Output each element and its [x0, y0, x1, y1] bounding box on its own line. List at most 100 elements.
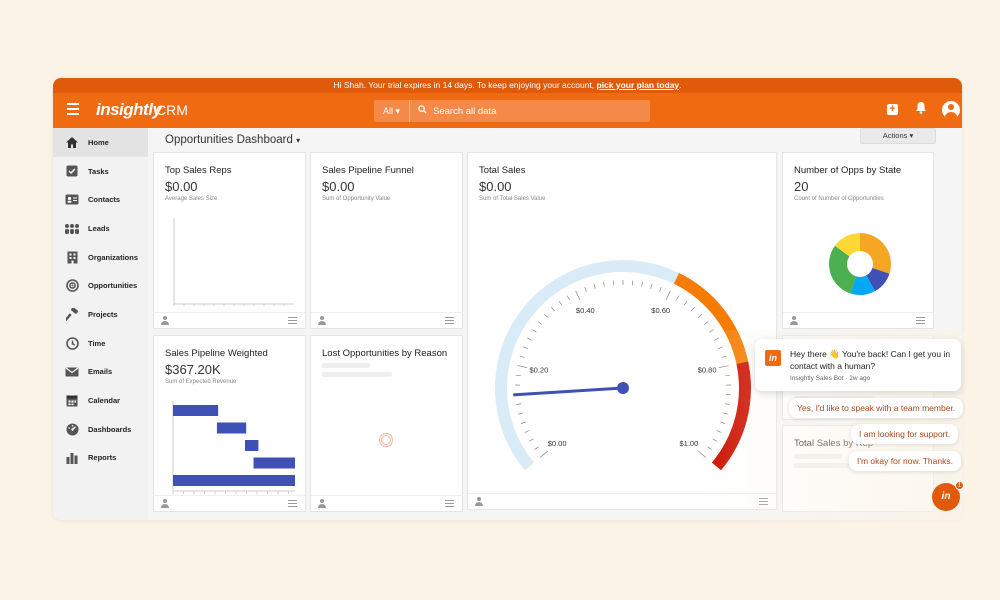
- sidebar-item-reports[interactable]: Reports: [53, 444, 148, 473]
- owner-icon[interactable]: [475, 497, 483, 506]
- chat-reply-option[interactable]: I'm okay for now. Thanks.: [849, 451, 961, 471]
- gauge-tick: [520, 421, 526, 424]
- card-subtitle: Sum of Expected Revenue: [165, 379, 237, 385]
- chat-reply-option[interactable]: I am looking for support.: [851, 424, 959, 444]
- add-new-icon[interactable]: +: [887, 104, 898, 115]
- gauge-tick: [722, 412, 728, 415]
- people-icon: [64, 221, 80, 235]
- gauge-tick: [517, 365, 528, 368]
- dashboard-title-dropdown[interactable]: Opportunities Dashboard ▾: [165, 134, 301, 146]
- sidebar-item-label: Organizations: [88, 252, 139, 262]
- donut-slice: [866, 268, 890, 292]
- menu-icon[interactable]: [67, 103, 79, 117]
- sidebar-item-label: Opportunities: [88, 281, 138, 291]
- owner-icon[interactable]: [790, 316, 798, 325]
- gauge-track-band: [495, 260, 680, 471]
- gauge-tick: [716, 430, 722, 433]
- sidebar-item-emails[interactable]: Emails: [53, 358, 148, 387]
- gauge-needle: [513, 386, 624, 397]
- search-input[interactable]: Search all data: [433, 105, 497, 117]
- sidebar-item-projects[interactable]: Projects: [53, 300, 148, 329]
- owner-icon[interactable]: [318, 499, 326, 508]
- weighted-bar: [244, 440, 259, 451]
- dashboard-icon: [64, 422, 80, 436]
- sidebar-item-time[interactable]: Time: [53, 329, 148, 358]
- global-search[interactable]: All ▾ Search all data: [374, 100, 650, 122]
- sidebar-item-organizations[interactable]: Organizations: [53, 243, 148, 272]
- hammer-icon: [64, 307, 80, 321]
- sidebar-item-label: Calendar: [88, 396, 121, 406]
- sidebar-item-tasks[interactable]: Tasks: [53, 157, 148, 186]
- insightly-logo[interactable]: insightly: [96, 100, 162, 119]
- donut-slice: [850, 275, 875, 295]
- list-view-icon[interactable]: [288, 317, 297, 324]
- gauge-tick: [534, 446, 539, 450]
- card-total-sales[interactable]: Total Sales $0.00 Sum of Total Sales Val…: [467, 152, 777, 510]
- loading-spinner-icon: [379, 433, 393, 447]
- opps-by-state-donut: [829, 233, 891, 295]
- trial-banner-text: Hi Shah. Your trial expires in 14 days. …: [333, 80, 597, 90]
- gauge-tick: [720, 421, 726, 424]
- card-sales-pipeline-funnel[interactable]: Sales Pipeline Funnel $0.00 Sum of Oppor…: [310, 152, 463, 329]
- card-subtitle: Sum of Opportunity Value: [322, 196, 391, 202]
- gauge-tick: [515, 374, 521, 377]
- gauge-tick: [691, 307, 695, 312]
- notifications-bell-icon[interactable]: [915, 101, 927, 117]
- card-footer: [154, 312, 305, 328]
- search-scope-dropdown[interactable]: All ▾: [374, 100, 410, 122]
- gauge-tick: [707, 446, 712, 450]
- actions-button[interactable]: Actions ▾: [860, 128, 936, 144]
- gauge-tick: [665, 290, 671, 301]
- card-top-sales-reps[interactable]: Top Sales Reps $0.00 Average Sales Size: [153, 152, 306, 329]
- list-view-icon[interactable]: [288, 500, 297, 507]
- list-view-icon[interactable]: [445, 317, 454, 324]
- list-view-icon[interactable]: [916, 317, 925, 324]
- sidebar-item-dashboards[interactable]: Dashboards: [53, 415, 148, 444]
- target-icon: [64, 279, 80, 293]
- owner-icon[interactable]: [161, 499, 169, 508]
- weighted-bar: [253, 457, 295, 469]
- chat-message-bubble[interactable]: in Hey there 👋 You're back! Can I get yo…: [755, 339, 961, 391]
- card-lost-opportunities[interactable]: Lost Opportunities by Reason: [310, 335, 463, 512]
- sidebar-item-label: Home: [88, 137, 109, 147]
- sidebar-item-calendar[interactable]: Calendar: [53, 386, 148, 415]
- gauge-tick: [721, 355, 727, 358]
- card-subtitle: Count of Number of Opportunities: [794, 196, 884, 202]
- gauge-tick: [575, 290, 581, 301]
- gauge-tick: [697, 313, 702, 318]
- trial-banner-suffix: .: [679, 80, 682, 90]
- card-sales-pipeline-weighted[interactable]: Sales Pipeline Weighted $367.20K Sum of …: [153, 335, 306, 512]
- donut-slice: [834, 233, 860, 257]
- sidebar-item-label: Projects: [88, 309, 118, 319]
- gauge-tick: [714, 337, 719, 341]
- sidebar-item-label: Reports: [88, 453, 117, 463]
- list-view-icon[interactable]: [445, 500, 454, 507]
- pick-plan-link[interactable]: pick your plan today: [596, 80, 680, 90]
- sidebar-item-home[interactable]: Home: [53, 128, 148, 157]
- gauge-tick: [593, 283, 596, 289]
- gauge-tick: [540, 450, 549, 458]
- list-view-icon[interactable]: [759, 498, 768, 505]
- user-avatar[interactable]: [942, 101, 960, 119]
- owner-icon[interactable]: [318, 316, 326, 325]
- total-sales-gauge: $0.00 $0.20 $0.40 $0.60 $0.80 $1.00: [495, 260, 751, 471]
- owner-icon[interactable]: [161, 316, 169, 325]
- home-icon: [64, 135, 80, 149]
- card-title: Lost Opportunities by Reason: [322, 348, 448, 359]
- card-opps-by-state[interactable]: Number of Opps by State 20 Count of Numb…: [782, 152, 934, 329]
- gauge-tick: [524, 430, 530, 433]
- dashboard-title: Opportunities Dashboard: [165, 134, 293, 146]
- pipeline-weighted-chart: [172, 401, 295, 494]
- gauge-tick: [676, 295, 680, 301]
- sidebar-item-opportunities[interactable]: Opportunities: [53, 271, 148, 300]
- trial-banner: Hi Shah. Your trial expires in 14 days. …: [53, 78, 962, 93]
- chat-reply-option[interactable]: Yes, I'd like to speak with a team membe…: [789, 398, 964, 418]
- sidebar-item-leads[interactable]: Leads: [53, 214, 148, 243]
- card-footer: [311, 312, 462, 328]
- gauge-tick: [558, 300, 563, 306]
- chat-unread-badge: 1: [955, 481, 964, 490]
- top-navigation: insightly CRM All ▾ Search all data +: [53, 93, 962, 128]
- gauge-needle-hub: [617, 382, 629, 394]
- gauge-tick: [566, 295, 570, 301]
- sidebar-item-contacts[interactable]: Contacts: [53, 185, 148, 214]
